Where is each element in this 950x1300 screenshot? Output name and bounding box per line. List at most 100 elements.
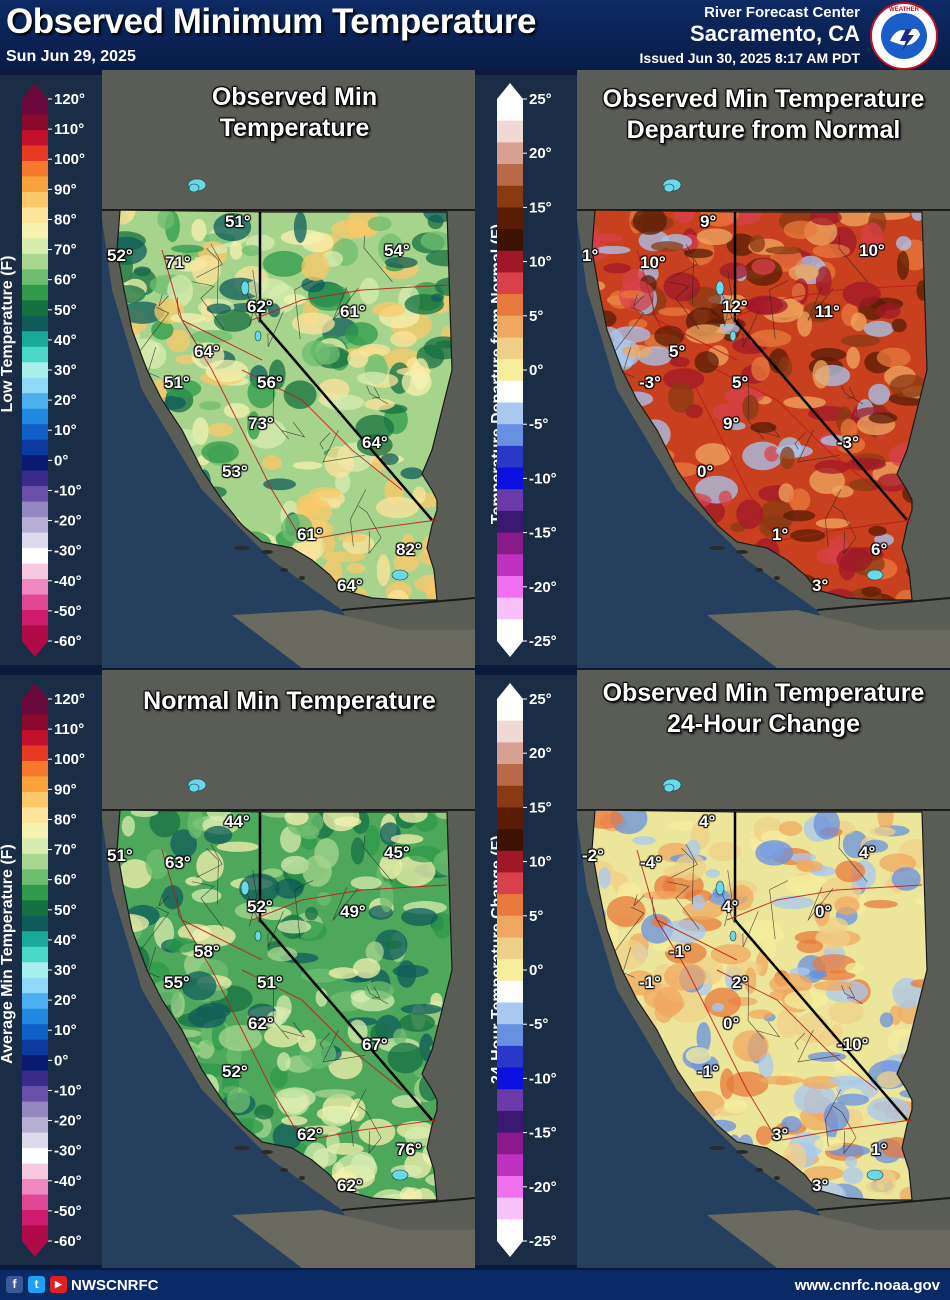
- basin-boundary: [747, 982, 764, 1040]
- station-value-label: 0°: [815, 902, 832, 921]
- mexico-border: [341, 1197, 475, 1211]
- basin-boundary: [158, 894, 169, 907]
- basin-boundary: [332, 887, 359, 921]
- basin-boundary: [675, 885, 700, 930]
- shading-blob: [321, 1108, 351, 1127]
- shading-blob: [292, 461, 323, 470]
- shading-blob: [696, 1021, 711, 1054]
- temperature-legend-swatch: [22, 346, 48, 363]
- lake: [663, 783, 675, 793]
- shading-blob: [842, 281, 881, 307]
- shading-blob: [314, 343, 340, 365]
- temperature-legend-swatch: [22, 160, 48, 177]
- island: [280, 1168, 288, 1172]
- change-legend-swatch: [497, 1197, 523, 1220]
- lake: [254, 330, 262, 342]
- shading-blob: [726, 1071, 769, 1097]
- shading-blob: [367, 216, 392, 232]
- station-value-label: 51°: [164, 373, 190, 392]
- average-temperature-legend-tick-label: 10°: [54, 1022, 77, 1039]
- shading-blob: [658, 307, 691, 317]
- basin-boundary: [322, 1029, 365, 1063]
- social-handle[interactable]: NWSCNRFC: [71, 1277, 159, 1294]
- shading-blob: [277, 920, 312, 934]
- temperature-legend-tick-label: -20°: [54, 513, 82, 530]
- temperature-legend-tick-label: 20°: [54, 392, 77, 409]
- highway: [636, 849, 778, 1141]
- station-value-label: 4°: [722, 897, 739, 916]
- highway: [241, 369, 403, 491]
- shading-blob: [845, 962, 864, 974]
- shading-blob: [182, 252, 196, 262]
- shading-blob: [739, 919, 782, 940]
- shading-blob: [267, 946, 298, 962]
- basin-boundary: [608, 306, 645, 359]
- website-link[interactable]: www.cnrfc.noaa.gov: [794, 1277, 940, 1294]
- shading-blob: [748, 1009, 773, 1020]
- departure-legend-tick-label: -15°: [529, 525, 557, 542]
- average-temperature-legend-swatch: [22, 745, 48, 762]
- change-legend-tick-label: -25°: [529, 1233, 557, 1250]
- shading-blob: [840, 334, 881, 347]
- average-temperature-legend-swatch: [22, 962, 48, 979]
- basin-boundary: [681, 248, 694, 305]
- shading-blob: [390, 331, 417, 348]
- mexico-terrain: [232, 1210, 475, 1268]
- temperature-legend-swatch: [22, 207, 48, 224]
- youtube-icon[interactable]: ▶: [50, 1276, 67, 1293]
- issued-time: Issued Jun 30, 2025 8:17 AM PDT: [639, 50, 860, 66]
- shading-blob: [347, 349, 369, 368]
- nws-logo-icon: WEATHER: [870, 2, 938, 70]
- temperature-legend-swatch: [22, 594, 48, 611]
- shading-blob: [889, 374, 927, 399]
- average-temperature-legend-swatch: [22, 1179, 48, 1196]
- shading-blob: [834, 896, 860, 915]
- region-outline: [116, 209, 453, 601]
- shading-blob: [430, 992, 443, 1009]
- shading-blob: [654, 325, 685, 347]
- shading-blob: [301, 252, 330, 281]
- shading-blob: [245, 278, 289, 298]
- average-temperature-legend-swatch: [22, 1210, 48, 1227]
- shading-blob: [358, 1118, 396, 1146]
- facebook-icon[interactable]: f: [6, 1276, 23, 1293]
- shading-blob: [216, 841, 259, 852]
- station-value-label: 10°: [859, 241, 885, 260]
- shading-blob: [594, 233, 623, 243]
- basin-boundary: [666, 881, 688, 888]
- basin-boundary: [769, 880, 789, 940]
- shading-blob: [372, 302, 406, 317]
- shading-blob: [650, 241, 684, 252]
- twitter-icon[interactable]: t: [28, 1276, 45, 1293]
- shading-blob: [170, 829, 197, 859]
- shading-blob: [359, 277, 379, 305]
- basin-boundary: [724, 869, 732, 927]
- temperature-legend-swatch: [22, 222, 48, 239]
- station-value-label: -1°: [697, 1062, 719, 1081]
- shading-blob: [911, 210, 925, 222]
- average-temperature-legend-swatch: [22, 776, 48, 793]
- svg-text:WEATHER: WEATHER: [889, 7, 920, 13]
- shading-blob: [823, 1101, 850, 1131]
- shading-blob: [393, 855, 436, 887]
- shading-blob: [751, 356, 770, 382]
- basin-boundary: [200, 885, 225, 930]
- shading-blob: [364, 981, 394, 1001]
- shading-blob: [393, 1028, 407, 1045]
- change-legend-swatch: [497, 785, 523, 808]
- header-bar: Observed Minimum Temperature Sun Jun 29,…: [0, 0, 950, 70]
- shading-blob: [350, 1151, 376, 1180]
- shading-blob: [120, 301, 165, 324]
- average-temperature-legend-top-arrow: [22, 683, 48, 699]
- station-value-label: -10°: [837, 1035, 869, 1054]
- normal-min-temperature-map: Normal Min Temperature 51° 44° 63° 45° 52° 49…: [102, 670, 475, 1268]
- departure-legend-tick-label: 15°: [529, 199, 552, 216]
- average-temperature-legend-tick-label: 20°: [54, 992, 77, 1009]
- basin-boundary: [206, 848, 219, 905]
- departure-legend-bottom-arrow: [497, 641, 523, 657]
- shading-blob: [718, 490, 733, 506]
- shading-blob: [165, 937, 198, 953]
- basin-boundary: [797, 1029, 840, 1063]
- station-value-label: 1°: [871, 1140, 888, 1159]
- shading-blob: [267, 303, 281, 318]
